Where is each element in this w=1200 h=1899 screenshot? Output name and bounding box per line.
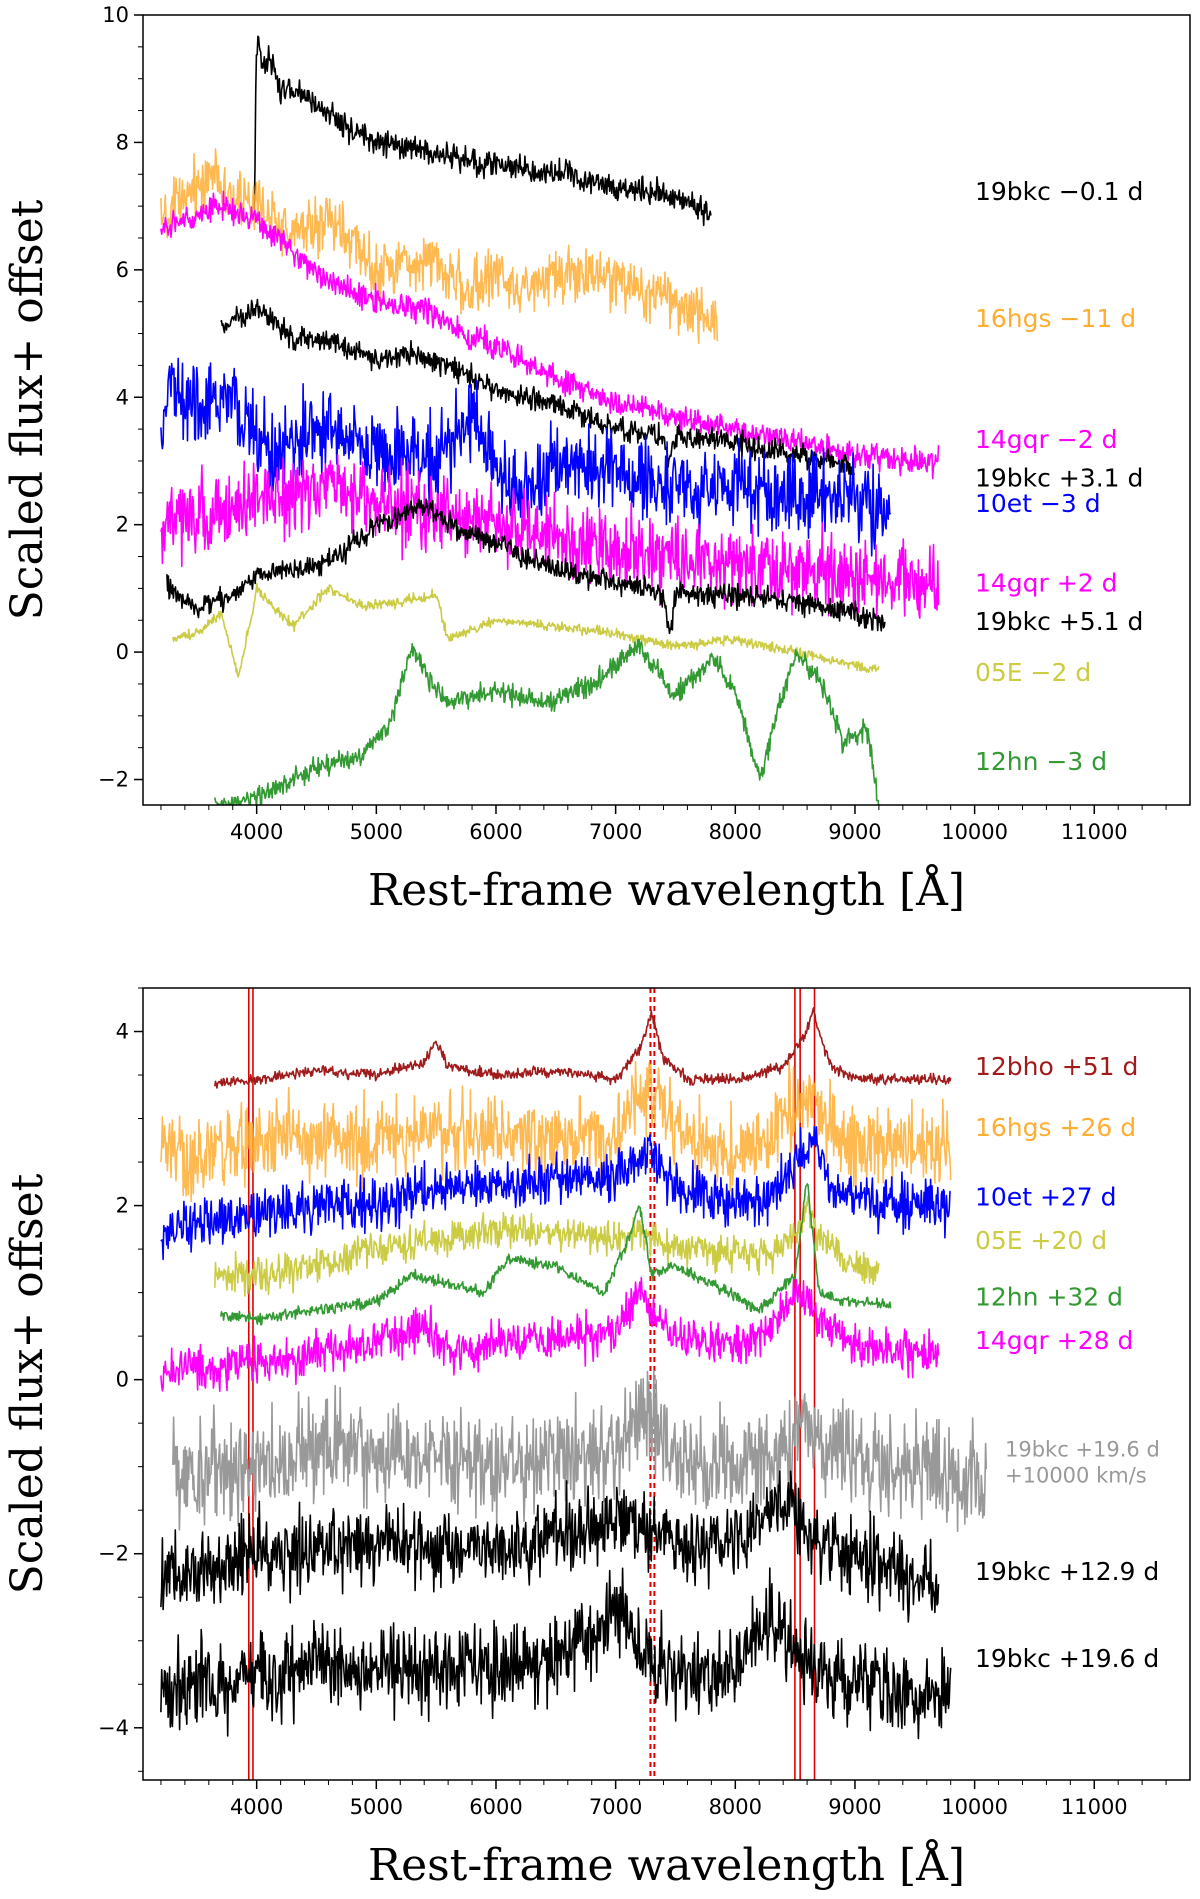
series-line (160, 190, 940, 480)
x-axis-title: Rest-frame wavelength [Å] (368, 863, 965, 916)
y-tick-label: −4 (98, 1716, 129, 1740)
series-label: 14gqr +28 d (975, 1326, 1133, 1355)
series-label: 16hgs −11 d (975, 304, 1136, 333)
x-tick-label: 6000 (469, 1795, 522, 1819)
series-line (160, 1060, 952, 1202)
y-tick-label: 2 (116, 513, 129, 537)
y-tick-label: −2 (98, 768, 129, 792)
x-tick-label: 10000 (941, 820, 1008, 844)
series-label: 19bkc −0.1 d (975, 177, 1143, 206)
series-line (160, 1567, 952, 1740)
x-tick-label: 11000 (1061, 1795, 1128, 1819)
y-axis-title: Scaled flux+ offset (2, 199, 53, 620)
x-tick-label: 5000 (350, 820, 403, 844)
series-line (160, 1276, 940, 1392)
x-axis-title: Rest-frame wavelength [Å] (368, 1838, 965, 1891)
series-line (160, 148, 719, 345)
series-line (160, 1126, 951, 1261)
series-line (160, 357, 892, 557)
series-line (160, 454, 940, 620)
series-line (172, 1369, 988, 1532)
axes-frame (142, 14, 1191, 806)
series-label: 05E +20 d (975, 1226, 1107, 1255)
x-tick-label: 10000 (941, 1795, 1008, 1819)
series-line (253, 35, 712, 227)
series-label: 16hgs +26 d (975, 1113, 1136, 1142)
y-tick-label: −2 (98, 1542, 129, 1566)
plot-area (160, 35, 940, 805)
series-label: 19bkc +12.9 d (975, 1557, 1159, 1586)
y-tick-label: 8 (116, 130, 129, 154)
top-panel: 19bkc −0.1 d 16hgs −11 d 14gqr −2 d 19bkc +… (2, 3, 1191, 916)
x-tick-label: 8000 (709, 1795, 762, 1819)
y-tick-label: 0 (116, 640, 129, 664)
x-tick-label: 8000 (709, 820, 762, 844)
series-label: 12bho +51 d (975, 1052, 1138, 1081)
y-tick-label: 0 (116, 1368, 129, 1392)
x-tick-label: 7000 (589, 1795, 642, 1819)
series-label: 10et −3 d (975, 489, 1101, 518)
plot-area (160, 988, 988, 1780)
x-tick-label: 9000 (828, 1795, 881, 1819)
series-line (160, 1470, 940, 1623)
series-line (220, 298, 856, 481)
y-tick-label: 2 (116, 1194, 129, 1218)
series-line (214, 1195, 880, 1297)
y-tick-label: 10 (102, 3, 129, 27)
axes-frame (142, 987, 1191, 1781)
x-tick-label: 4000 (230, 820, 283, 844)
series-label: 12hn −3 d (975, 747, 1107, 776)
series-label: 05E −2 d (975, 658, 1091, 687)
y-axis-title: Scaled flux+ offset (2, 1173, 53, 1594)
x-tick-label: 5000 (350, 1795, 403, 1819)
series-label: 19bkc +19.6 d (975, 1644, 1159, 1673)
y-tick-label: 4 (116, 385, 129, 409)
series-line (166, 498, 886, 635)
series-label: 10et +27 d (975, 1183, 1117, 1212)
series-line (172, 582, 880, 678)
y-tick-label: 4 (116, 1020, 129, 1044)
x-tick-label: 6000 (469, 820, 522, 844)
bottom-panel: 12bho +51 d 16hgs +26 d 10et +27 d 05E +20 … (2, 987, 1191, 1891)
series-label: 19bkc +3.1 d (975, 463, 1143, 492)
x-tick-label: 9000 (828, 820, 881, 844)
x-tick-label: 11000 (1061, 820, 1128, 844)
series-label: 12hn +32 d (975, 1283, 1123, 1312)
y-tick-label: 6 (116, 258, 129, 282)
series-label: 14gqr −2 d (975, 425, 1117, 454)
series-line (220, 1183, 892, 1326)
series-label: 14gqr +2 d (975, 569, 1117, 598)
series-label: 19bkc +19.6 d +10000 km/s (1005, 1438, 1160, 1488)
series-line (214, 638, 880, 805)
x-tick-label: 7000 (589, 820, 642, 844)
x-tick-label: 4000 (230, 1795, 283, 1819)
series-label: 19bkc +5.1 d (975, 607, 1143, 636)
series-line (214, 1007, 952, 1089)
